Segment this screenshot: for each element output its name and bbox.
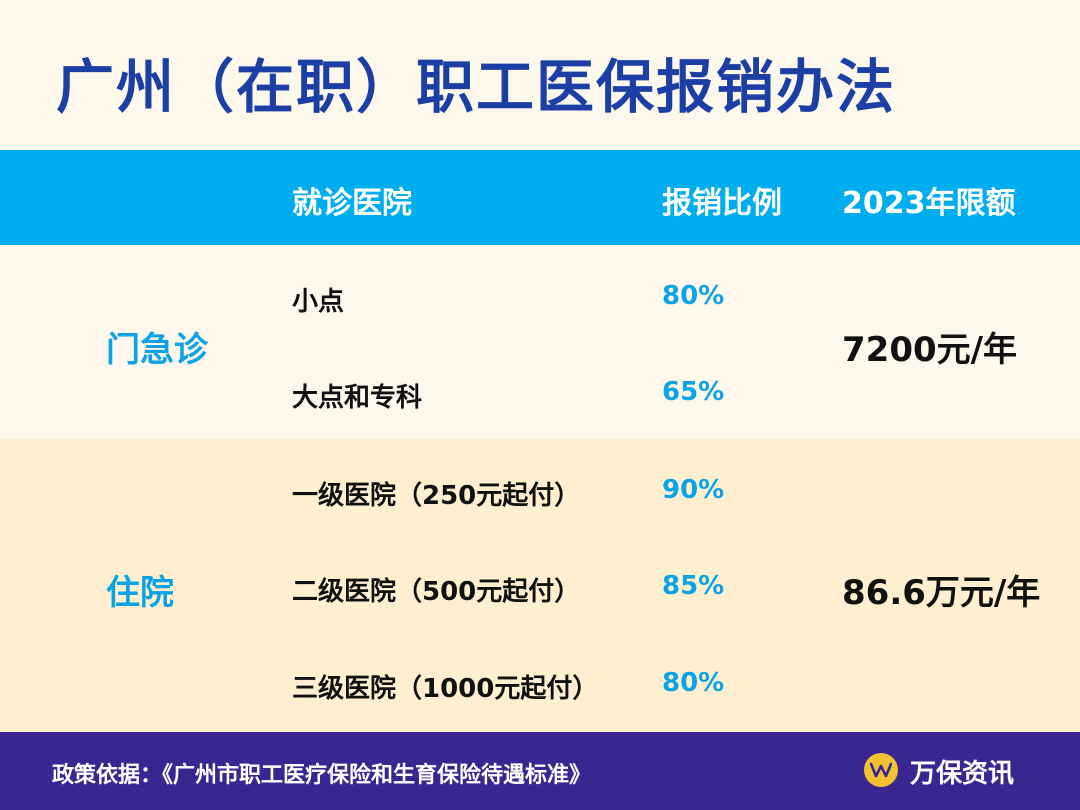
- outpatient-band: [0, 245, 1080, 439]
- policy-basis: 政策依据：《广州市职工医疗保险和生育保险待遇标准》: [52, 763, 592, 788]
- brand-name: 万保资讯: [910, 759, 1015, 789]
- limit-outpatient: 7200元/年: [842, 330, 1018, 370]
- row-ratio: 65%: [662, 377, 725, 407]
- header-limit: 2023年限额: [842, 186, 1016, 221]
- inpatient-band: [0, 439, 1080, 732]
- row-ratio: 90%: [662, 475, 725, 505]
- row-label: 三级医院（1000元起付）: [292, 674, 599, 704]
- header-ratio: 报销比例: [662, 186, 782, 221]
- row-label: 大点和专科: [292, 383, 423, 413]
- w-logo-icon: [864, 753, 898, 787]
- table-header: 就诊医院 报销比例 2023年限额: [0, 150, 1080, 245]
- row-label: 一级医院（250元起付）: [292, 481, 581, 511]
- row-ratio: 85%: [662, 571, 725, 601]
- row-label: 二级医院（500元起付）: [292, 577, 581, 607]
- page-title: 广州（在职）职工医保报销办法: [56, 53, 897, 121]
- footer-bar: 政策依据：《广州市职工医疗保险和生育保险待遇标准》 万保资讯: [0, 732, 1080, 810]
- group-label-outpatient: 门急诊: [106, 330, 208, 370]
- limit-inpatient: 86.6万元/年: [842, 573, 1041, 613]
- row-label: 小点: [292, 287, 345, 317]
- group-label-inpatient: 住院: [106, 573, 174, 613]
- header-hospital: 就诊医院: [292, 186, 412, 221]
- row-ratio: 80%: [662, 281, 725, 311]
- row-ratio: 80%: [662, 668, 725, 698]
